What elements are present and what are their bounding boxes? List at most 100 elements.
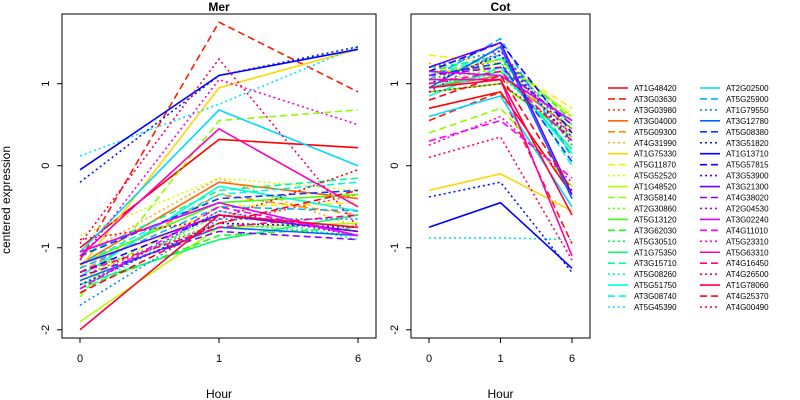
plot-frame <box>61 13 377 339</box>
x-tick-label: 6 <box>569 353 575 365</box>
legend-label: AT5G63310 <box>726 248 769 257</box>
legend-label: AT1G48420 <box>634 84 677 93</box>
legend-label: AT3G62030 <box>634 226 677 235</box>
series-line-at1g79550 <box>79 218 358 306</box>
y-tick-label: 0 <box>389 163 401 169</box>
legend-label: AT4G16450 <box>726 259 769 268</box>
legend-label: AT3G12780 <box>726 117 769 126</box>
legend-label: AT5G51750 <box>634 281 677 290</box>
series-line-at5g08380 <box>428 62 573 163</box>
legend-label: AT3G02240 <box>726 215 769 224</box>
series-line-at1g48420 <box>79 138 359 249</box>
series-group <box>428 37 573 273</box>
series-line-at3g53900 <box>428 54 573 142</box>
legend-label: AT4G38020 <box>726 194 769 203</box>
series-line-at5g30510 <box>79 222 359 274</box>
y-tick-label: -1 <box>389 243 401 253</box>
series-line-at5g52520 <box>79 177 359 237</box>
series-line-at4g16450 <box>428 70 573 142</box>
y-axis-label: centered expression <box>0 146 13 254</box>
series-line-at5g63310 <box>79 127 359 257</box>
series-line-at4g25370 <box>79 189 359 294</box>
legend-label: AT5G45390 <box>634 303 677 312</box>
series-group <box>79 21 359 331</box>
x-axis-label: Hour <box>487 387 513 400</box>
series-line-at3g03630 <box>428 90 573 245</box>
legend-label: AT3G03980 <box>634 106 677 115</box>
legend-label: AT4G25370 <box>726 292 769 301</box>
legend-label: AT3G04000 <box>634 117 677 126</box>
series-line-at4g11010 <box>428 119 573 179</box>
legend-label: AT1G75330 <box>634 150 677 159</box>
legend-label: AT5G09300 <box>634 128 677 137</box>
legend-label: AT3G51820 <box>726 139 769 148</box>
series-line-at1g78060 <box>79 214 359 331</box>
legend-label: AT3G03630 <box>634 95 677 104</box>
panel-title: Cot <box>491 0 511 14</box>
x-tick-label: 1 <box>216 353 222 365</box>
series-line-at4g31990 <box>428 62 573 118</box>
series-line-at2g02500 <box>79 109 359 253</box>
series-line-at4g25370 <box>428 74 573 191</box>
series-line-at5g23310 <box>428 115 573 183</box>
y-tick-label: -1 <box>40 243 52 253</box>
series-line-at5g51750 <box>79 185 359 278</box>
series-line-at4g26500 <box>79 57 359 245</box>
legend-label: AT4G00490 <box>726 303 769 312</box>
series-line-at3g08740 <box>428 54 573 167</box>
legend-label: AT5G25900 <box>726 95 769 104</box>
series-line-at3g02240 <box>428 70 573 122</box>
series-line-at4g00490 <box>79 169 359 241</box>
legend-label: AT4G11010 <box>726 226 769 235</box>
series-line-at3g51820 <box>79 46 359 183</box>
x-tick-label: 6 <box>355 353 361 365</box>
series-line-at3g03980 <box>428 58 573 142</box>
y-tick-label: 1 <box>389 81 401 87</box>
y-tick-label: -2 <box>40 325 52 335</box>
series-line-at5g08380 <box>79 189 359 257</box>
legend-label: AT5G30510 <box>634 237 677 246</box>
legend-label: AT2G30860 <box>634 204 677 213</box>
legend-label: AT3G15710 <box>634 259 677 268</box>
legend-label: AT1G75350 <box>634 248 677 257</box>
legend-label: AT5G08260 <box>634 270 677 279</box>
y-tick-label: 0 <box>40 163 52 169</box>
legend-label: AT5G13120 <box>634 215 677 224</box>
y-tick-label: 1 <box>40 81 52 87</box>
legend-label: AT2G02500 <box>726 84 769 93</box>
mer-panel: Mer 0 1 6 -2 -1 0 1 Hour <box>40 0 377 400</box>
legend-label: AT3G58140 <box>634 194 677 203</box>
series-line-at3g03630 <box>79 21 359 261</box>
series-line-at5g08260 <box>79 210 359 294</box>
legend-label: AT1G13710 <box>726 150 769 159</box>
series-line-at1g75330 <box>79 48 359 269</box>
series-line-at5g45390 <box>429 237 573 241</box>
legend-label: AT1G78060 <box>726 281 769 290</box>
series-line-at3g58140 <box>79 109 359 298</box>
legend-label: AT1G79550 <box>726 106 769 115</box>
series-line-at3g02240 <box>79 201 359 253</box>
series-line-at3g15710 <box>79 177 359 257</box>
legend-label: AT3G53900 <box>726 172 769 181</box>
series-line-at3g51820 <box>428 181 573 273</box>
x-tick-label: 1 <box>497 353 503 365</box>
cot-panel: Cot 0 1 6 -2 -1 0 1 Hour <box>389 0 591 400</box>
series-line-at1g13710 <box>428 201 573 269</box>
legend: AT1G48420 AT3G03630 AT3G03980 AT3G04000 AT5G… <box>608 84 769 312</box>
y-tick-label: -2 <box>389 325 401 335</box>
series-line-at4g11010 <box>79 205 359 290</box>
x-tick-label: 0 <box>77 353 83 365</box>
legend-label: AT1G48520 <box>634 183 677 192</box>
legend-label: AT5G23310 <box>726 237 769 246</box>
series-line-at1g78060 <box>428 78 573 216</box>
series-line-at4g16450 <box>79 214 359 274</box>
series-line-at1g13710 <box>79 48 359 171</box>
series-line-at3g08740 <box>79 181 359 265</box>
legend-label: AT5G08380 <box>726 128 769 137</box>
legend-label: AT4G31990 <box>634 139 677 148</box>
series-line-at5g23310 <box>79 78 359 261</box>
legend-label: AT5G11870 <box>634 161 677 170</box>
legend-label: AT3G21300 <box>726 183 769 192</box>
legend-label: AT3G08740 <box>634 292 677 301</box>
